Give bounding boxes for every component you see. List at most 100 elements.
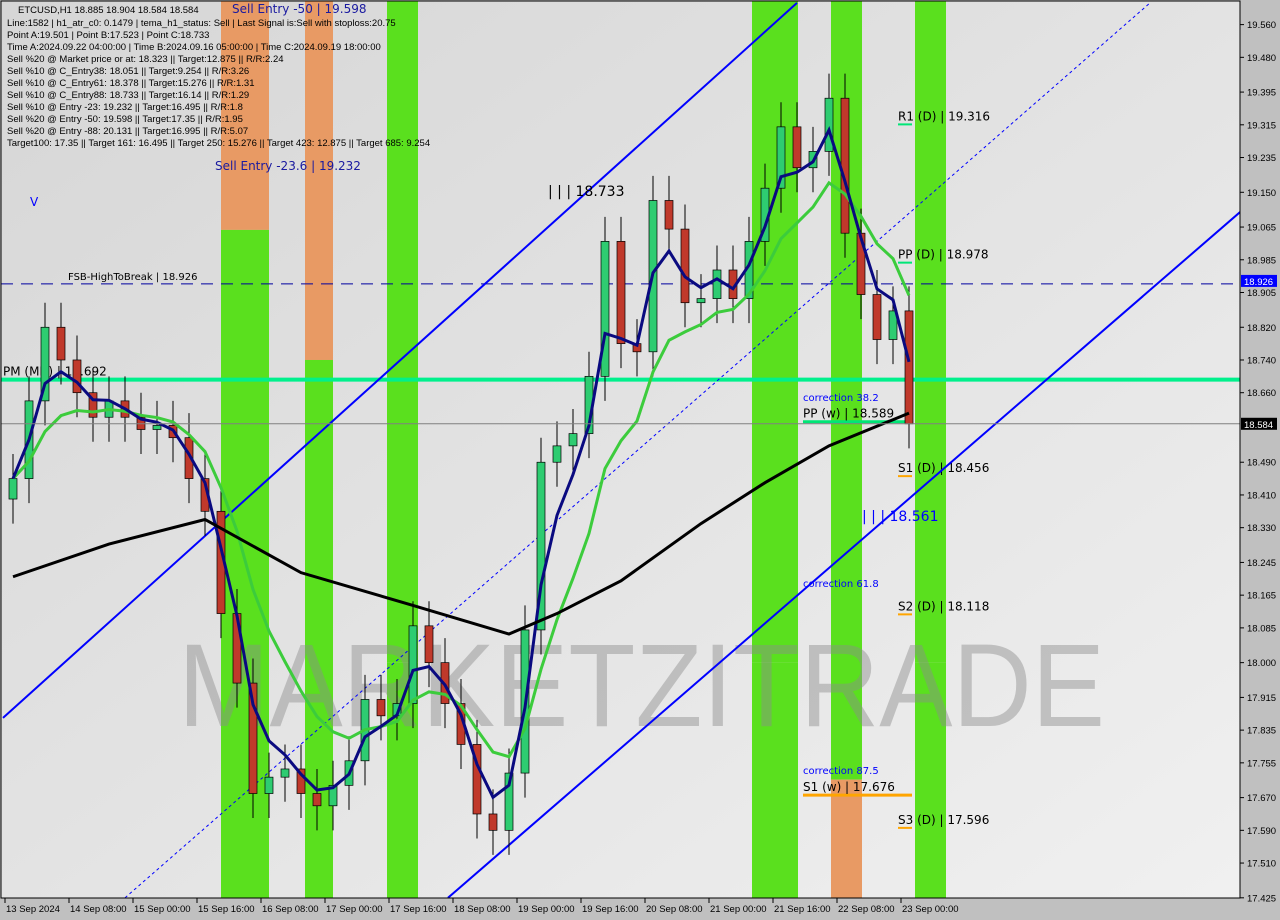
- time-tick-label: 15 Sep 00:00: [134, 904, 191, 915]
- price-tags: 18.926 18.584: [1241, 274, 1277, 431]
- candle-body: [376, 699, 386, 717]
- time-tick-label: 14 Sep 08:00: [70, 904, 127, 915]
- symbol-line: ETCUSD,H1 18.885 18.904 18.584 18.584: [18, 5, 199, 16]
- time-band-upper: [221, 1, 269, 230]
- info-line: Time A:2024.09.22 04:00:00 | Time B:2024…: [7, 42, 381, 53]
- correction-875-label: correction 87.5: [803, 766, 879, 777]
- price-tick-label: 18.330: [1247, 523, 1276, 534]
- info-line: Sell %10 @ C_Entry88: 18.733 || Target:1…: [7, 90, 249, 101]
- price-tick-label: 19.150: [1247, 188, 1276, 199]
- time-band-lower: [831, 779, 862, 898]
- candle-body: [600, 241, 610, 377]
- candle-body: [504, 772, 514, 831]
- price-tick-label: 18.085: [1247, 623, 1276, 634]
- wave-mark: V: [30, 195, 39, 209]
- candle-body: [264, 776, 274, 794]
- price-tick-label: 17.670: [1247, 793, 1276, 804]
- price-tick-label: 18.245: [1247, 558, 1276, 569]
- price-tick-label: 18.410: [1247, 490, 1276, 501]
- candle-body: [248, 682, 258, 794]
- candle-body: [408, 625, 418, 704]
- candle-body: [88, 392, 98, 418]
- tema-line: [11, 126, 911, 800]
- candle-body: [696, 298, 706, 304]
- candle-body: [712, 269, 722, 299]
- candle-body: [840, 97, 850, 234]
- price-tick-label: 18.000: [1247, 658, 1276, 669]
- price-tick-label: 17.425: [1247, 893, 1276, 904]
- price-tick-label: 19.480: [1247, 53, 1276, 64]
- price-tick-label: 18.490: [1247, 458, 1276, 469]
- price-tick-label: 17.915: [1247, 693, 1276, 704]
- info-line: Sell %20 @ Entry -50: 19.598 || Target:1…: [7, 114, 243, 125]
- point-low-label: | | | 18.561: [862, 509, 939, 525]
- s2-d-label: S2 (D) | 18.118: [898, 599, 989, 613]
- price-tick-label: 19.315: [1247, 120, 1276, 131]
- time-tick-label: 17 Sep 00:00: [326, 904, 383, 915]
- info-line: Line:1582 | h1_atr_c0: 0.1479 | tema_h1_…: [7, 18, 396, 29]
- watermark: MARKETZITRADE: [178, 620, 1105, 752]
- time-axis[interactable]: 13 Sep 2024 14 Sep 08:00 15 Sep 00:00 15 Se…: [4, 898, 959, 915]
- sell-entry-236-label: Sell Entry -23.6 | 19.232: [215, 159, 361, 173]
- candle-body: [280, 768, 290, 778]
- info-panel: ETCUSD,H1 18.885 18.904 18.584 18.584 Li…: [7, 5, 430, 149]
- candle-body: [536, 461, 546, 631]
- time-tick-label: 21 Sep 16:00: [774, 904, 831, 915]
- price-tick-label: 19.395: [1247, 88, 1276, 99]
- time-band-lower: [752, 662, 798, 898]
- price-tick-label: 18.660: [1247, 388, 1276, 399]
- point-c-label: | | | 18.733: [548, 184, 625, 200]
- candle-body: [8, 478, 18, 500]
- time-tick-label: 18 Sep 08:00: [454, 904, 511, 915]
- s3-d-label: S3 (D) | 17.596: [898, 813, 989, 827]
- price-tick-label: 18.740: [1247, 355, 1276, 366]
- info-line: Sell %20 @ Entry -88: 20.131 || Target:1…: [7, 126, 248, 137]
- candle-body: [184, 437, 194, 479]
- candle-body: [888, 310, 898, 340]
- sell-entry-50-label: Sell Entry -50 | 19.598: [232, 2, 366, 16]
- r1-d-label: R1 (D) | 19.316: [898, 109, 990, 123]
- fsb-price-tag: 18.926: [1244, 277, 1273, 288]
- green-ma-line: [11, 180, 911, 759]
- candle-body: [904, 310, 914, 425]
- time-tick-label: 19 Sep 16:00: [582, 904, 639, 915]
- candle-body: [616, 241, 626, 344]
- candle-body: [776, 126, 786, 189]
- time-tick-label: 23 Sep 00:00: [902, 904, 959, 915]
- info-line: Target100: 17.35 || Target 161: 16.495 |…: [7, 138, 430, 149]
- candle-body: [568, 433, 578, 447]
- channel-lower: [447, 210, 1240, 898]
- time-tick-label: 21 Sep 00:00: [710, 904, 767, 915]
- candle-body: [472, 744, 482, 815]
- fsb-high-to-break-label: FSB-HighToBreak | 18.926: [68, 272, 197, 283]
- fsb-price-tag-box: [1241, 274, 1277, 287]
- info-line: Sell %10 @ Entry -23: 19.232 || Target:1…: [7, 102, 243, 113]
- time-band-lower: [915, 662, 946, 898]
- candle-body: [872, 294, 882, 340]
- price-tick-label: 19.235: [1247, 153, 1276, 164]
- time-tick-label: 19 Sep 00:00: [518, 904, 575, 915]
- price-tick-label: 18.820: [1247, 323, 1276, 334]
- price-axis[interactable]: 19.560 19.480 19.395 19.315 19.235 19.150 19.0…: [1240, 20, 1276, 904]
- bid-price-tag-box: [1241, 417, 1277, 430]
- price-tick-label: 19.065: [1247, 223, 1276, 234]
- pp-w-label: PP (w) | 18.589: [803, 407, 894, 421]
- candle-body: [680, 228, 690, 304]
- time-tick-label: 16 Sep 08:00: [262, 904, 319, 915]
- candle-body: [488, 813, 498, 831]
- time-tick-label: 13 Sep 2024: [6, 904, 60, 915]
- candle-body: [552, 445, 562, 463]
- time-band-upper: [305, 1, 333, 360]
- moving-averages: [11, 126, 911, 800]
- candle-body: [792, 126, 802, 169]
- price-tick-label: 17.755: [1247, 758, 1276, 769]
- pp-d-label: PP (D) | 18.978: [898, 248, 989, 262]
- candle-body: [824, 97, 834, 152]
- price-tick-label: 17.590: [1247, 826, 1276, 837]
- correction-382-label: correction 38.2: [803, 393, 879, 404]
- bid-price-tag: 18.584: [1244, 420, 1273, 431]
- info-line: Sell %10 @ C_Entry38: 18.051 || Target:9…: [7, 66, 249, 77]
- trend-lines: [2, 2, 1240, 898]
